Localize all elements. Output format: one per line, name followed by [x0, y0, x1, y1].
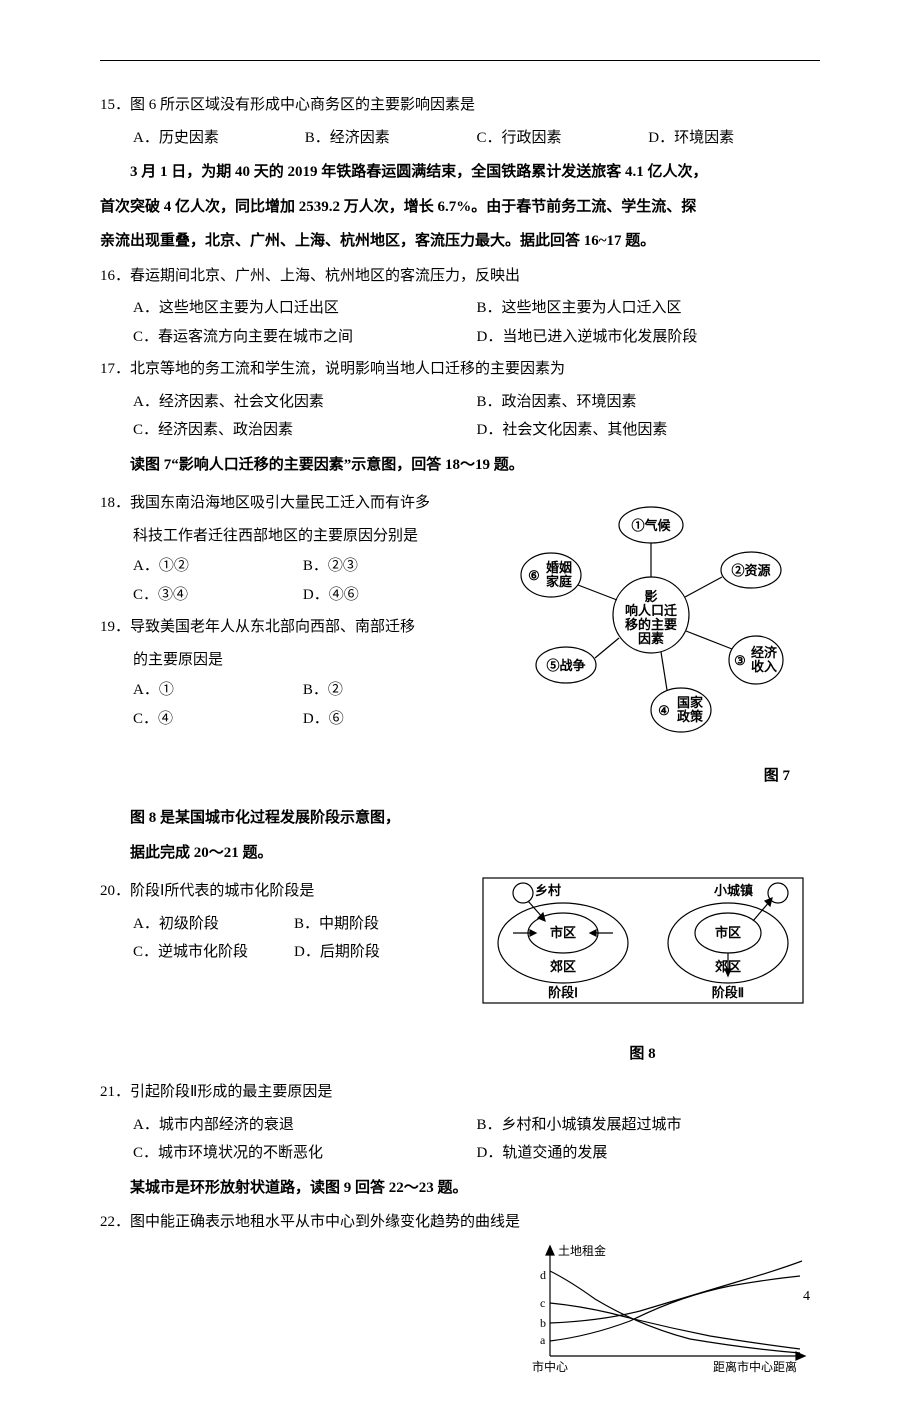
q19-opt-a: A．① [133, 676, 303, 705]
q20-fig8-row: 20．阶段Ⅰ所代表的城市化阶段是 A．初级阶段 B．中期阶段 C．逆城市化阶段 … [100, 873, 820, 1074]
fig7-center-3: 移的主要 [625, 617, 677, 632]
fig7-n4c: 政策 [677, 709, 704, 724]
q20-opt-c: C．逆城市化阶段 [133, 938, 294, 967]
fig8-suburb-1: 郊区 [549, 959, 575, 974]
q15-opt-d: D．环境因素 [648, 124, 820, 153]
q17-stem: 17．北京等地的务工流和学生流，说明影响当地人口迁移的主要因素为 [100, 355, 820, 384]
fig9-d: d [540, 1268, 546, 1282]
passage2: 读图 7“影响人口迁移的主要因素”示意图，回答 18～19 题。 [100, 451, 820, 480]
figure-7-diagram: 影 响人口迁 移的主要 因素 ①气候 ②资源 ③ 经济 收入 ④ 国家 政策 ⑤… [496, 485, 806, 745]
fig8-town: 小城镇 [713, 883, 752, 898]
q19-l1: 19．导致美国老年人从东北部向西部、南部迁移 [100, 613, 473, 642]
q20-options: A．初级阶段 B．中期阶段 C．逆城市化阶段 D．后期阶段 [100, 910, 455, 967]
q17-opt-b: B．政治因素、环境因素 [477, 388, 821, 417]
q22-stem: 22．图中能正确表示地租水平从市中心到外缘变化趋势的曲线是 [100, 1208, 820, 1237]
q20-opt-b: B．中期阶段 [294, 910, 455, 939]
q20-opt-a: A．初级阶段 [133, 910, 294, 939]
fig8-stage2: 阶段Ⅱ [711, 985, 743, 1000]
passage1-l2: 首次突破 4 亿人次，同比增加 2539.2 万人次，增长 6.7%。由于春节前… [100, 193, 820, 222]
q18-opt-b: B．②③ [303, 552, 473, 581]
fig7-n3c: 收入 [751, 659, 777, 674]
passage3-l2: 据此完成 20～21 题。 [100, 839, 820, 868]
q15-opt-b: B．经济因素 [305, 124, 477, 153]
q17-options: A．经济因素、社会文化因素 B．政治因素、环境因素 C．经济因素、政治因素 D．… [100, 388, 820, 445]
fig9-xlabel-left: 市中心 [532, 1359, 568, 1374]
q16-opt-a: A．这些地区主要为人口迁出区 [133, 294, 477, 323]
figure-9-wrap: 土地租金 a b c d 市中心 距离市中心距离 [100, 1241, 820, 1387]
fig9-b: b [540, 1316, 546, 1330]
page-rule [100, 60, 820, 61]
fig8-city-2: 市区 [714, 925, 740, 940]
passage3-l1: 图 8 是某国城市化过程发展阶段示意图， [100, 804, 820, 833]
q16-opt-d: D．当地已进入逆城市化发展阶段 [477, 323, 821, 352]
fig7-n2: ②资源 [732, 563, 771, 578]
fig7-n6a: ⑥ [529, 568, 541, 583]
figure-8-label: 图 8 [465, 1040, 820, 1069]
q21-opt-d: D．轨道交通的发展 [477, 1139, 821, 1168]
fig8-suburb-2: 郊区 [714, 959, 740, 974]
q19-options: A．① B．② C．④ D．⑥ [100, 676, 473, 733]
page-number: 4 [803, 1284, 810, 1311]
fig7-center-1: 影 [645, 589, 658, 604]
q18-opt-c: C．③④ [133, 581, 303, 610]
q17-opt-d: D．社会文化因素、其他因素 [477, 416, 821, 445]
fig9-ylabel: 土地租金 [558, 1243, 606, 1258]
q19-opt-c: C．④ [133, 705, 303, 734]
q20-opt-d: D．后期阶段 [294, 938, 455, 967]
fig7-n3b: 经济 [751, 645, 778, 660]
q19-opt-d: D．⑥ [303, 705, 473, 734]
q18-opt-a: A．①② [133, 552, 303, 581]
fig7-n3a: ③ [735, 653, 747, 668]
q15-opt-a: A．历史因素 [133, 124, 305, 153]
passage1-l3: 亲流出现重叠，北京、广州、上海、杭州地区，客流压力最大。据此回答 16~17 题… [100, 227, 820, 256]
q18-l2: 科技工作者迁往西部地区的主要原因分别是 [100, 522, 473, 551]
figure-8-diagram: 乡村 小城镇 市区 市区 郊区 郊区 阶段Ⅰ 阶段Ⅱ [478, 873, 808, 1023]
q18-l1: 18．我国东南沿海地区吸引大量民工迁入而有许多 [100, 489, 473, 518]
q15-opt-c: C．行政因素 [477, 124, 649, 153]
q21-opt-c: C．城市环境状况的不断恶化 [133, 1139, 477, 1168]
fig7-n4b: 国家 [677, 695, 704, 710]
fig7-center-2: 响人口迁 [625, 603, 677, 618]
fig7-n6b: 婚姻 [546, 560, 572, 575]
q16-opt-c: C．春运客流方向主要在城市之间 [133, 323, 477, 352]
q20-stem: 20．阶段Ⅰ所代表的城市化阶段是 [100, 877, 455, 906]
fig7-n4a: ④ [659, 703, 671, 718]
q17-opt-c: C．经济因素、政治因素 [133, 416, 477, 445]
q17-opt-a: A．经济因素、社会文化因素 [133, 388, 477, 417]
q18-q19-fig7-row: 18．我国东南沿海地区吸引大量民工迁入而有许多 科技工作者迁往西部地区的主要原因… [100, 485, 820, 796]
passage4: 某城市是环形放射状道路，读图 9 回答 22～23 题。 [100, 1174, 820, 1203]
q15-options: A．历史因素 B．经济因素 C．行政因素 D．环境因素 [100, 124, 820, 153]
q16-opt-b: B．这些地区主要为人口迁入区 [477, 294, 821, 323]
q16-options: A．这些地区主要为人口迁出区 B．这些地区主要为人口迁入区 C．春运客流方向主要… [100, 294, 820, 351]
q19-opt-b: B．② [303, 676, 473, 705]
q15-stem: 15．图 6 所示区域没有形成中心商务区的主要影响因素是 [100, 91, 820, 120]
q16-stem: 16．春运期间北京、广州、上海、杭州地区的客流压力，反映出 [100, 262, 820, 291]
fig9-xlabel-right: 距离市中心距离 [713, 1359, 797, 1374]
figure-7-label: 图 7 [483, 762, 820, 791]
fig9-c: c [540, 1296, 545, 1310]
fig7-center-4: 因素 [638, 631, 664, 646]
fig8-village: 乡村 [534, 883, 560, 898]
q21-stem: 21．引起阶段Ⅱ形成的最主要原因是 [100, 1078, 820, 1107]
q21-options: A．城市内部经济的衰退 B．乡村和小城镇发展超过城市 C．城市环境状况的不断恶化… [100, 1111, 820, 1168]
q18-options: A．①② B．②③ C．③④ D．④⑥ [100, 552, 473, 609]
fig7-n1: ①气候 [632, 518, 672, 533]
fig8-stage1: 阶段Ⅰ [548, 985, 578, 1000]
figure-9-chart: 土地租金 a b c d 市中心 距离市中心距离 [510, 1241, 820, 1376]
fig7-n5: ⑤战争 [547, 658, 586, 673]
passage1-l1: 3 月 1 日，为期 40 天的 2019 年铁路春运圆满结束，全国铁路累计发送… [100, 158, 820, 187]
fig9-a: a [540, 1333, 546, 1347]
fig7-n6c: 家庭 [546, 574, 573, 589]
q21-opt-a: A．城市内部经济的衰退 [133, 1111, 477, 1140]
q18-opt-d: D．④⑥ [303, 581, 473, 610]
fig8-city-1: 市区 [549, 925, 575, 940]
q21-opt-b: B．乡村和小城镇发展超过城市 [477, 1111, 821, 1140]
q19-l2: 的主要原因是 [100, 646, 473, 675]
